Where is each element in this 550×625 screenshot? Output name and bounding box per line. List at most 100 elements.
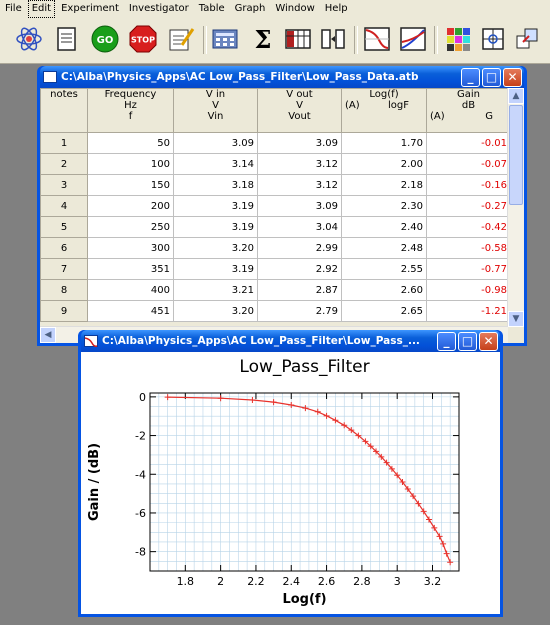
column-header[interactable]: Log(f) (A) logF <box>341 88 427 133</box>
table-row[interactable]: 2 100 3.14 3.12 2.00 -0.07 <box>40 153 511 175</box>
table-cell[interactable]: -0.77 <box>426 258 511 280</box>
table-cell[interactable]: 2.65 <box>341 300 427 322</box>
export-icon[interactable] <box>512 24 542 54</box>
table-cell[interactable]: 3.09 <box>173 132 258 154</box>
scroll-down-icon[interactable]: ▼ <box>508 311 524 327</box>
dual-graph-icon[interactable] <box>398 24 428 54</box>
notebook-icon[interactable] <box>52 24 82 54</box>
table-cell[interactable]: 2.30 <box>341 195 427 217</box>
table-cell[interactable]: 1.70 <box>341 132 427 154</box>
close-button[interactable]: ✕ <box>479 331 498 351</box>
table-row[interactable]: 8 400 3.21 2.87 2.60 -0.98 <box>40 279 511 301</box>
table-cell[interactable]: 150 <box>87 174 174 196</box>
go-icon[interactable]: GO <box>90 24 120 54</box>
table-cell[interactable]: 2.87 <box>257 279 342 301</box>
crosshair-icon[interactable] <box>478 24 508 54</box>
scroll-thumb[interactable] <box>509 105 523 205</box>
table-cell[interactable]: 3.21 <box>173 279 258 301</box>
row-number[interactable]: 6 <box>40 237 88 259</box>
table-cell[interactable]: -0.58 <box>426 237 511 259</box>
menu-investigator[interactable]: Investigator <box>128 3 189 14</box>
table-cell[interactable]: -0.16 <box>426 174 511 196</box>
row-number[interactable]: 1 <box>40 132 88 154</box>
table-cell[interactable]: 3.19 <box>173 258 258 280</box>
vertical-scrollbar[interactable]: ▲ ▼ <box>507 88 524 327</box>
table-cell[interactable]: 3.18 <box>173 174 258 196</box>
table-cell[interactable]: 3.19 <box>173 195 258 217</box>
table-cell[interactable]: 3.12 <box>257 153 342 175</box>
table-cell[interactable]: -0.27 <box>426 195 511 217</box>
row-number[interactable]: 5 <box>40 216 88 238</box>
column-header[interactable]: Frequency Hz f <box>87 88 174 133</box>
table-cell[interactable]: 2.79 <box>257 300 342 322</box>
table-columns-icon[interactable] <box>283 24 313 54</box>
table-cell[interactable]: 100 <box>87 153 174 175</box>
row-number[interactable]: 3 <box>40 174 88 196</box>
row-number[interactable]: 2 <box>40 153 88 175</box>
scroll-left-icon[interactable]: ◀ <box>40 327 56 343</box>
table-row[interactable]: 6 300 3.20 2.99 2.48 -0.58 <box>40 237 511 259</box>
table-row[interactable]: 1 50 3.09 3.09 1.70 -0.01 <box>40 132 511 154</box>
atom-icon[interactable] <box>14 24 44 54</box>
table-cell[interactable]: 2.18 <box>341 174 427 196</box>
gain-chart[interactable]: Low_Pass_Filter 1.8 2 2.2 2.4 2.6 2.8 3 3.2 0 -2 -4… <box>81 352 500 614</box>
table-cell[interactable]: 3.04 <box>257 216 342 238</box>
menu-table[interactable]: Table <box>198 3 225 14</box>
column-arrows-icon[interactable] <box>318 24 348 54</box>
table-cell[interactable]: 300 <box>87 237 174 259</box>
column-header[interactable]: V in V Vin <box>173 88 258 133</box>
stop-icon[interactable]: STOP <box>128 24 158 54</box>
table-cell[interactable]: 2.48 <box>341 237 427 259</box>
graph-window-titlebar[interactable]: C:\Alba\Physics_Apps\AC Low_Pass_Filter\… <box>81 330 500 352</box>
table-row[interactable]: 3 150 3.18 3.12 2.18 -0.16 <box>40 174 511 196</box>
table-cell[interactable]: 200 <box>87 195 174 217</box>
table-cell[interactable]: 2.99 <box>257 237 342 259</box>
column-header[interactable]: V out V Vout <box>257 88 342 133</box>
data-table-window[interactable]: C:\Alba\Physics_Apps\AC Low_Pass_Filter\… <box>37 66 527 346</box>
graph-window[interactable]: C:\Alba\Physics_Apps\AC Low_Pass_Filter\… <box>78 330 503 617</box>
table-cell[interactable]: 2.92 <box>257 258 342 280</box>
table-cell[interactable]: 3.09 <box>257 132 342 154</box>
table-cell[interactable]: 2.60 <box>341 279 427 301</box>
table-cell[interactable]: 3.20 <box>173 300 258 322</box>
table-cell[interactable]: 3.09 <box>257 195 342 217</box>
table-row[interactable]: 9 451 3.20 2.79 2.65 -1.21 <box>40 300 511 322</box>
maximize-button[interactable]: □ <box>458 331 477 351</box>
menu-edit[interactable]: Edit <box>27 0 56 18</box>
table-cell[interactable]: 2.00 <box>341 153 427 175</box>
table-cell[interactable]: 351 <box>87 258 174 280</box>
menu-help[interactable]: Help <box>324 3 348 14</box>
row-number[interactable]: 9 <box>40 300 88 322</box>
minimize-button[interactable]: _ <box>437 331 456 351</box>
column-header[interactable]: Gain dB (A) G <box>426 88 511 133</box>
color-grid-icon[interactable] <box>443 24 473 54</box>
row-number[interactable]: 7 <box>40 258 88 280</box>
table-row[interactable]: 5 250 3.19 3.04 2.40 -0.42 <box>40 216 511 238</box>
calculator-icon[interactable] <box>210 24 240 54</box>
row-number[interactable]: 8 <box>40 279 88 301</box>
table-cell[interactable]: -1.21 <box>426 300 511 322</box>
table-cell[interactable]: -0.01 <box>426 132 511 154</box>
menu-file[interactable]: File <box>5 3 22 14</box>
table-window-titlebar[interactable]: C:\Alba\Physics_Apps\AC Low_Pass_Filter\… <box>40 66 524 88</box>
table-cell[interactable]: 3.14 <box>173 153 258 175</box>
table-cell[interactable]: 3.20 <box>173 237 258 259</box>
menu-experiment[interactable]: Experiment <box>61 3 119 14</box>
table-cell[interactable]: 3.12 <box>257 174 342 196</box>
table-cell[interactable]: 50 <box>87 132 174 154</box>
table-row[interactable]: 4 200 3.19 3.09 2.30 -0.27 <box>40 195 511 217</box>
sum-icon[interactable]: Σ <box>254 24 272 54</box>
table-row[interactable]: 7 351 3.19 2.92 2.55 -0.77 <box>40 258 511 280</box>
menu-window[interactable]: Window <box>275 3 315 14</box>
line-graph-icon[interactable] <box>362 24 392 54</box>
table-cell[interactable]: 250 <box>87 216 174 238</box>
menu-graph[interactable]: Graph <box>234 3 266 14</box>
scroll-up-icon[interactable]: ▲ <box>508 88 524 104</box>
table-cell[interactable]: -0.07 <box>426 153 511 175</box>
minimize-button[interactable]: _ <box>461 67 480 87</box>
table-cell[interactable]: -0.42 <box>426 216 511 238</box>
notepad-icon[interactable] <box>166 24 196 54</box>
table-cell[interactable]: 400 <box>87 279 174 301</box>
table-cell[interactable]: 2.40 <box>341 216 427 238</box>
close-button[interactable]: ✕ <box>503 67 522 87</box>
